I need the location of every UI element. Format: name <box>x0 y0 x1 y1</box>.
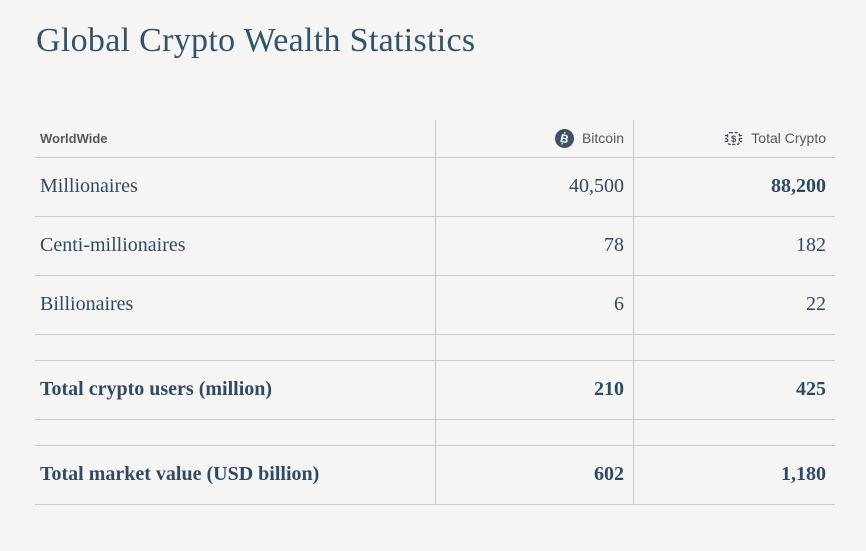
spacer-cell <box>633 335 835 361</box>
row-label: Billionaires <box>35 276 435 335</box>
bitcoin-icon: B <box>555 129 574 148</box>
spacer-cell <box>35 335 435 361</box>
bitcoin-value: 6 <box>435 276 633 335</box>
total-crypto-value: 182 <box>633 217 835 276</box>
spacer-cell <box>435 335 633 361</box>
spacer-cell <box>633 420 835 446</box>
row-label: Centi-millionaires <box>35 217 435 276</box>
header-total-crypto-label: Total Crypto <box>751 130 826 146</box>
svg-text:$: $ <box>731 133 737 144</box>
total-crypto-value: 1,180 <box>633 446 835 505</box>
header-total-crypto: $ Total Crypto <box>633 120 835 158</box>
total-crypto-value: 22 <box>633 276 835 335</box>
row-label: Millionaires <box>35 158 435 217</box>
bitcoin-value: 78 <box>435 217 633 276</box>
header-worldwide-label: WorldWide <box>40 131 108 146</box>
bitcoin-value: 602 <box>435 446 633 505</box>
header-bitcoin-label: Bitcoin <box>582 130 624 146</box>
crypto-table: WorldWide B Bitcoin <box>35 120 835 505</box>
spacer-cell <box>435 420 633 446</box>
row-label: Total market value (USD billion) <box>35 446 435 505</box>
page-title: Global Crypto Wealth Statistics <box>36 20 866 63</box>
total-crypto-value: 425 <box>633 361 835 420</box>
spacer-cell <box>35 420 435 446</box>
bitcoin-value: 210 <box>435 361 633 420</box>
row-label: Total crypto users (million) <box>35 361 435 420</box>
bitcoin-value: 40,500 <box>435 158 633 217</box>
header-bitcoin: B Bitcoin <box>435 120 633 158</box>
total-crypto-value: 88,200 <box>633 158 835 217</box>
chip-dollar-icon: $ <box>724 129 743 148</box>
header-worldwide: WorldWide <box>35 120 435 158</box>
